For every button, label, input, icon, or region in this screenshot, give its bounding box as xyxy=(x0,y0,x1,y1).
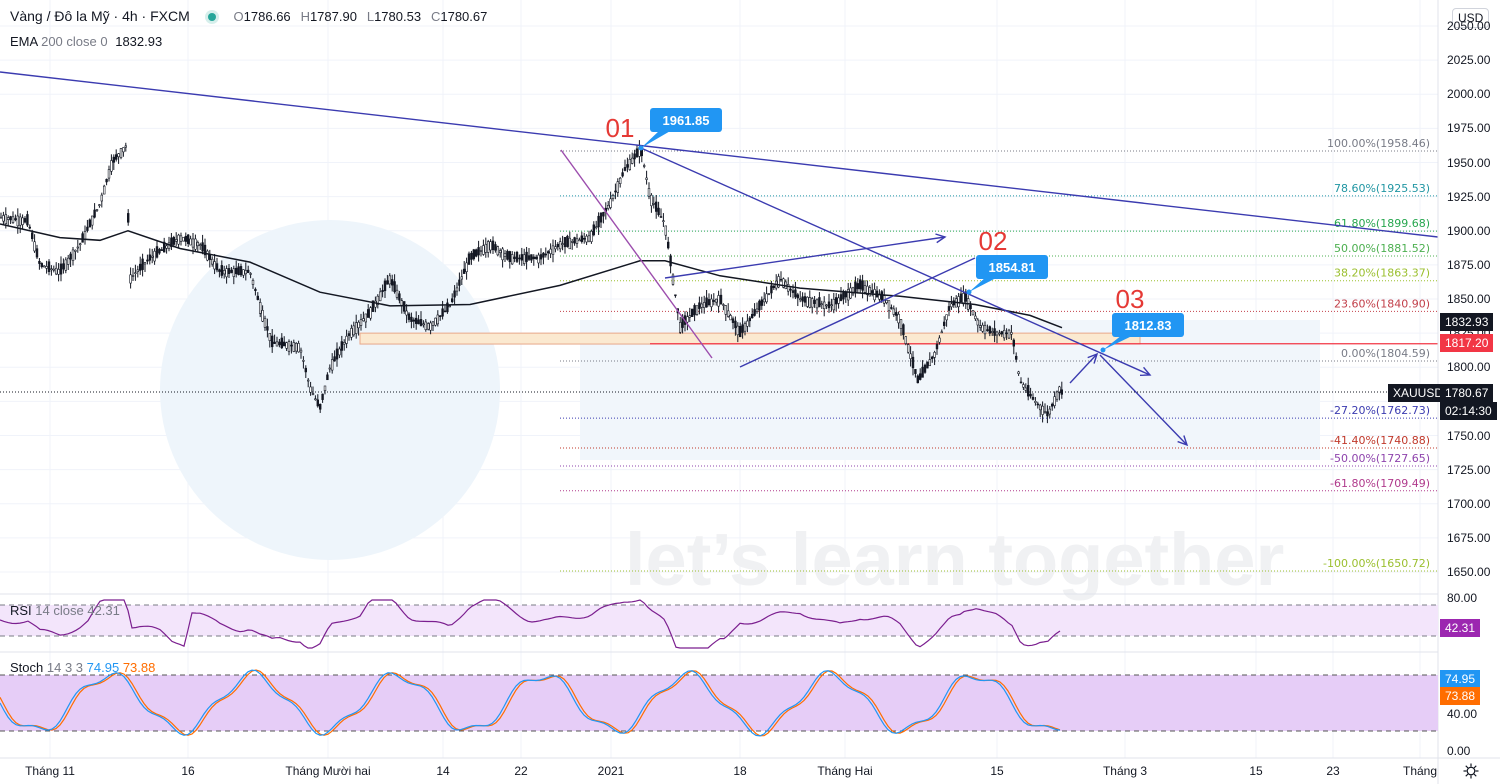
last-price-tag: 1780.67 xyxy=(1440,384,1494,402)
price-axis-tick: 1950.00 xyxy=(1447,155,1491,170)
time-axis-tick: 15 xyxy=(990,764,1004,778)
svg-text:-100.00%(1650.72): -100.00%(1650.72) xyxy=(1323,557,1430,570)
interval: 4h xyxy=(122,8,138,24)
stoch-axis-tick: 0.00 xyxy=(1447,744,1471,758)
stoch-k-tag: 74.95 xyxy=(1440,670,1481,688)
svg-text:-50.00%(1727.65): -50.00%(1727.65) xyxy=(1330,452,1430,465)
price-axis-tick: 1900.00 xyxy=(1447,223,1491,238)
settings-gear-icon[interactable] xyxy=(1462,762,1480,780)
time-axis-tick: 14 xyxy=(436,764,450,778)
price-series xyxy=(0,140,1064,424)
price-callouts[interactable]: 1961.85 1854.81 1812.83 xyxy=(638,108,1185,353)
exchange: FXCM xyxy=(150,8,190,24)
rsi-tag: 42.31 xyxy=(1440,619,1481,637)
stoch-d-tag: 73.88 xyxy=(1440,687,1481,705)
trendlines[interactable] xyxy=(0,71,1439,447)
stoch-k-line xyxy=(0,669,1061,737)
fibonacci-retracement[interactable]: 100.00%(1958.46) 78.60%(1925.53) 61.80%(18… xyxy=(560,137,1438,572)
svg-text:1812.83: 1812.83 xyxy=(1125,318,1172,333)
svg-text:03: 03 xyxy=(1116,284,1145,314)
price-axis-tick: 1850.00 xyxy=(1447,292,1491,306)
svg-text:-61.80%(1709.49): -61.80%(1709.49) xyxy=(1330,477,1430,490)
svg-text:let’s learn together: let’s learn together xyxy=(625,518,1284,601)
symbol-name: Vàng / Đô la Mỹ xyxy=(10,8,110,24)
symbol-tag: XAUUSD xyxy=(1388,384,1449,402)
svg-text:78.60%(1925.53): 78.60%(1925.53) xyxy=(1334,182,1430,195)
market-status-icon xyxy=(207,12,216,21)
svg-text:-27.20%(1762.73): -27.20%(1762.73) xyxy=(1330,404,1430,417)
price-axis-tick: 2000.00 xyxy=(1447,87,1491,102)
svg-text:61.80%(1899.68): 61.80%(1899.68) xyxy=(1334,217,1430,230)
symbol-legend[interactable]: Vàng / Đô la Mỹ · 4h · FXCM O1786.66 H17… xyxy=(10,8,488,24)
price-axis-tick: 1725.00 xyxy=(1447,462,1491,477)
time-axis-tick: Tháng 3 xyxy=(1102,764,1148,778)
currency-button[interactable]: USD xyxy=(1452,8,1490,28)
stoch-d-value: 73.88 xyxy=(122,660,156,675)
support-zone[interactable] xyxy=(359,332,1141,345)
stoch-k-value: 74.95 xyxy=(86,660,120,675)
rsi-legend[interactable]: RSI 14 close 42.31 xyxy=(10,603,120,618)
ema-value: 1832.93 xyxy=(115,34,163,49)
svg-text:1961.85: 1961.85 xyxy=(663,113,710,128)
wave-labels: 01 02 03 xyxy=(606,113,1145,314)
price-axis-tick: 1750.00 xyxy=(1447,428,1491,443)
low-value: 1780.53 xyxy=(374,9,422,24)
stoch-legend[interactable]: Stoch 14 3 3 74.95 73.88 xyxy=(10,660,156,675)
time-axis-tick: Tháng Hai xyxy=(817,764,873,778)
svg-text:1854.81: 1854.81 xyxy=(989,260,1036,275)
svg-text:50.00%(1881.52): 50.00%(1881.52) xyxy=(1334,242,1430,255)
time-axis-tick: 16 xyxy=(181,764,195,778)
svg-text:100.00%(1958.46): 100.00%(1958.46) xyxy=(1327,137,1430,150)
ema-price-tag: 1832.93 xyxy=(1440,313,1494,331)
price-axis-tick: 1800.00 xyxy=(1447,360,1491,375)
svg-text:02: 02 xyxy=(979,226,1008,256)
time-axis-tick: Tháng 11 xyxy=(25,764,75,778)
price-axis-tick: 1700.00 xyxy=(1447,496,1491,511)
time-axis-tick: Tháng xyxy=(1402,764,1438,778)
time-axis-tick: 2021 xyxy=(597,764,625,778)
price-axis-tick: 1875.00 xyxy=(1447,257,1491,272)
price-axis-tick: 2050.00 xyxy=(1447,19,1491,33)
level-price-tag: 1817.20 xyxy=(1440,334,1494,352)
price-axis-tick: 1675.00 xyxy=(1447,530,1491,545)
price-axis-tick: 1975.00 xyxy=(1447,121,1491,136)
time-axis-tick: 18 xyxy=(733,764,747,778)
ema-legend[interactable]: EMA 200 close 0 1832.93 xyxy=(10,34,163,49)
svg-text:-41.40%(1740.88): -41.40%(1740.88) xyxy=(1330,434,1430,447)
svg-text:38.20%(1863.37): 38.20%(1863.37) xyxy=(1334,267,1430,280)
time-axis-tick: 22 xyxy=(514,764,528,778)
stoch-axis-tick: 40.00 xyxy=(1447,707,1478,721)
time-axis-tick: 23 xyxy=(1326,764,1340,778)
time-axis-tick: Tháng Mười hai xyxy=(285,764,371,778)
rsi-band xyxy=(0,605,1438,636)
svg-text:01: 01 xyxy=(606,113,635,143)
ema-line xyxy=(0,223,1063,329)
rsi-line xyxy=(0,599,1061,649)
close-value: 1780.67 xyxy=(440,9,488,24)
price-axis-tick: 1650.00 xyxy=(1447,565,1491,579)
price-axis-tick: 1925.00 xyxy=(1447,189,1491,204)
open-value: 1786.66 xyxy=(243,9,291,24)
rsi-axis-tick: 80.00 xyxy=(1447,591,1478,605)
price-axis-tick: 2025.00 xyxy=(1447,53,1491,68)
high-value: 1787.90 xyxy=(309,9,357,24)
bar-countdown: 02:14:30 xyxy=(1440,402,1497,420)
svg-text:0.00%(1804.59): 0.00%(1804.59) xyxy=(1341,347,1430,360)
rsi-value: 42.31 xyxy=(87,603,120,618)
time-axis-tick: 15 xyxy=(1249,764,1263,778)
svg-text:23.60%(1840.90): 23.60%(1840.90) xyxy=(1334,297,1430,310)
